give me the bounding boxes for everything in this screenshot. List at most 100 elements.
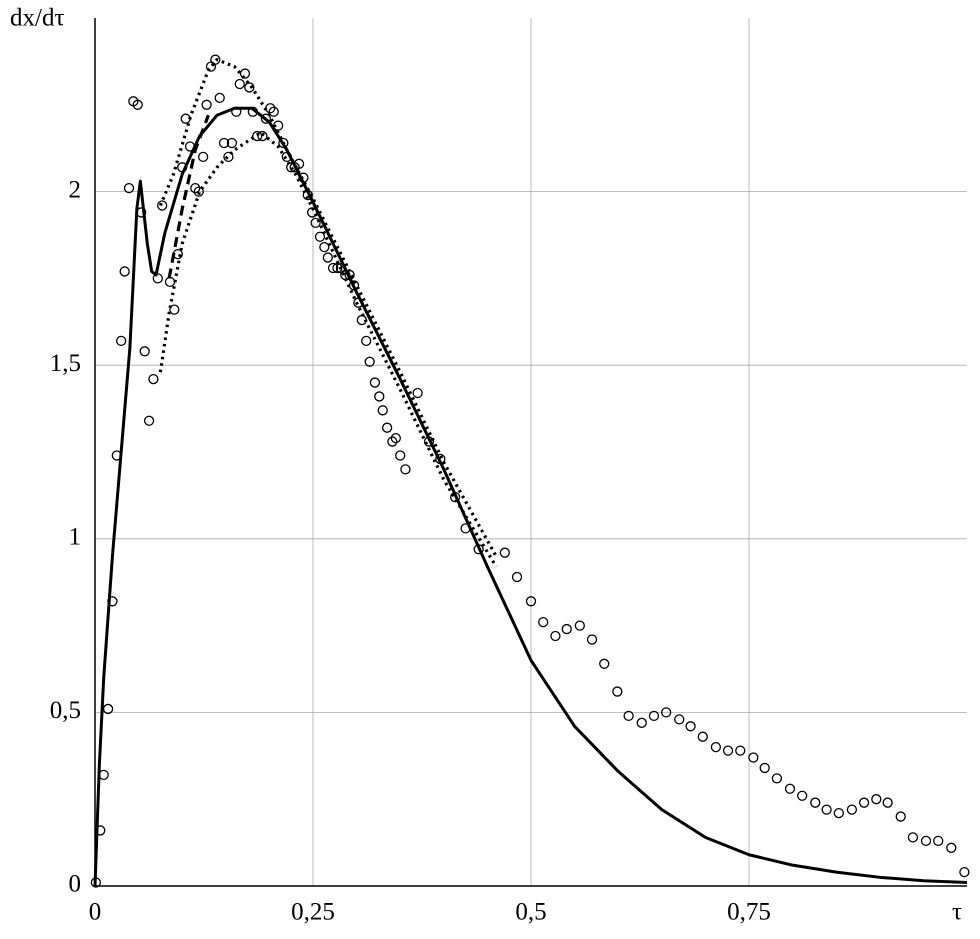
data-point (102, 703, 114, 715)
data-point (381, 422, 393, 433)
data-point (226, 137, 238, 149)
data-point (423, 436, 435, 447)
data-point (810, 797, 821, 808)
data-point (344, 269, 355, 281)
data-point (871, 794, 882, 805)
data-point (920, 835, 932, 847)
y-axis-label: dx/dτ (10, 5, 65, 32)
data-point (499, 547, 510, 558)
data-point (933, 835, 944, 847)
data-point (586, 634, 598, 645)
data-point (143, 415, 155, 426)
data-point (685, 721, 696, 732)
data-point (314, 231, 326, 242)
data-point (111, 450, 122, 461)
data-point (319, 242, 330, 253)
data-point (272, 120, 284, 131)
data-point (218, 137, 230, 149)
data-point (252, 130, 263, 142)
data-point (322, 252, 333, 263)
y-tick-label: 0 (69, 871, 82, 898)
x-tick-label: 0,5 (515, 899, 546, 926)
data-point (327, 262, 339, 274)
data-point (95, 825, 106, 836)
data-point (148, 373, 159, 385)
data-point (435, 453, 446, 465)
data-point (759, 762, 770, 774)
data-point (722, 745, 734, 756)
data-point (797, 790, 808, 801)
data-point (356, 314, 367, 326)
data-point (340, 269, 351, 281)
data-point (278, 137, 289, 149)
data-point (260, 113, 272, 124)
y-tick-label: 1 (69, 524, 82, 551)
data-point (449, 491, 461, 503)
data-point (293, 158, 305, 169)
data-point (201, 99, 212, 110)
data-point (193, 186, 204, 197)
line (158, 58, 498, 557)
data-point (348, 280, 360, 291)
data-point (119, 266, 130, 277)
data-point (239, 68, 251, 79)
data-point (710, 741, 722, 753)
data-point (511, 571, 523, 583)
data-point (244, 82, 255, 93)
data-point (550, 630, 561, 642)
data-point (390, 432, 401, 444)
data-point (784, 783, 796, 794)
data-point (190, 182, 201, 194)
data-point (674, 714, 685, 725)
data-point (132, 99, 143, 110)
data-point (139, 346, 150, 357)
data-point (156, 200, 168, 211)
data-point (136, 207, 147, 218)
data-point (895, 811, 906, 822)
data-point (353, 297, 364, 308)
line (158, 130, 498, 568)
data-point (364, 356, 375, 367)
x-tick-label: 0 (89, 899, 102, 926)
data-point (771, 773, 783, 784)
data-point (882, 797, 893, 808)
y-tick-label: 1,5 (50, 350, 81, 377)
data-point (123, 182, 135, 194)
data-point (214, 92, 225, 104)
data-point (612, 686, 623, 697)
data-point (210, 54, 221, 65)
data-point (623, 710, 634, 722)
data-point (257, 130, 268, 142)
data-point (959, 866, 970, 878)
data-point (369, 377, 381, 388)
data-point (858, 797, 870, 808)
data-point (574, 620, 585, 631)
data-point (231, 106, 242, 117)
x-axis-label: τ (952, 899, 962, 926)
data-point (599, 658, 610, 669)
data-point (395, 450, 406, 461)
data-point (661, 707, 672, 718)
data-point (107, 596, 118, 607)
y-tick-label: 0,5 (50, 697, 81, 724)
data-point (281, 151, 292, 163)
data-point (538, 616, 549, 628)
data-point (223, 151, 234, 163)
data-point (400, 464, 411, 475)
data-point (561, 623, 572, 635)
data-point (697, 731, 708, 742)
data-point (735, 745, 746, 756)
data-point (268, 106, 279, 117)
data-point (164, 276, 176, 288)
line (167, 114, 210, 279)
data-point (473, 544, 484, 555)
data-point (234, 78, 245, 90)
data-point (177, 162, 188, 173)
data-point (833, 807, 844, 819)
data-point (525, 596, 537, 607)
data-point (90, 877, 102, 888)
data-point (821, 804, 832, 815)
data-point (265, 103, 276, 114)
data-point (247, 106, 258, 117)
data-point (907, 832, 919, 843)
